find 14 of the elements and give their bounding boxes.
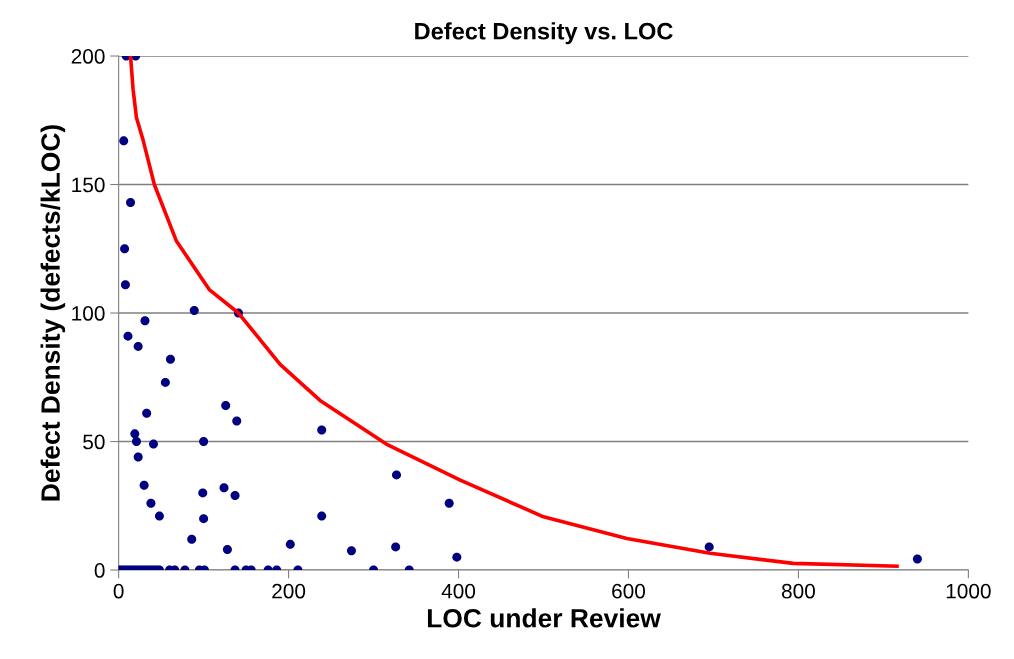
y-axis-title: Defect Density (defects/kLOC) [40,125,66,501]
chart-title: Defect Density vs. LOC [415,22,673,45]
y-tick-label: 50 [83,434,105,450]
x-tick-label: 200 [272,583,306,599]
y-tick-label: 100 [72,306,105,321]
x-axis-title: LOC under Review [427,608,661,628]
y-tick-label: 200 [71,49,105,64]
x-tick-label: 800 [781,583,815,599]
x-tick-label: 1000 [946,583,991,599]
y-tick-label: 0 [94,563,105,578]
x-tick-label: 0 [113,583,124,599]
y-tick-label: 150 [72,177,105,193]
x-tick-label: 600 [612,583,646,599]
x-tick-label: 400 [441,583,476,599]
